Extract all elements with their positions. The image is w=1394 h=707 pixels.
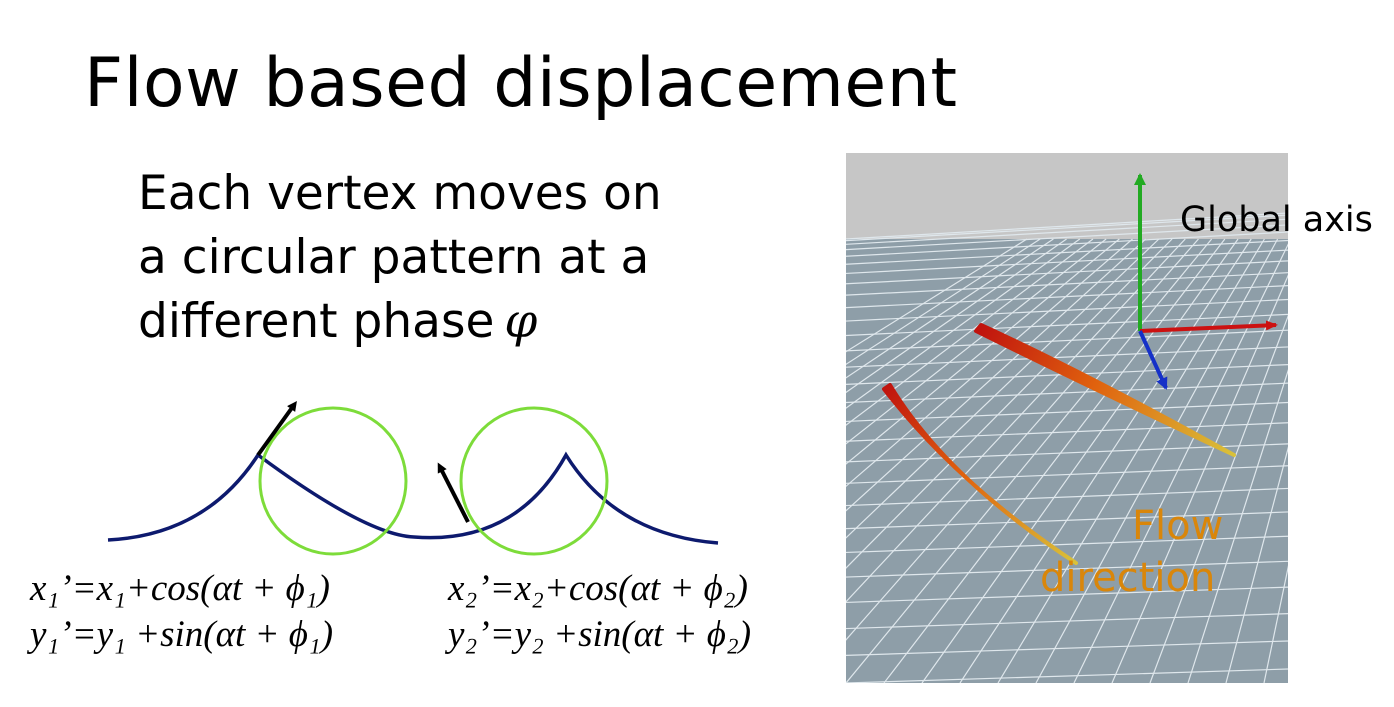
flow-label-line-1: Flow (1132, 503, 1224, 549)
bullet-line-3-text: different phase (138, 294, 495, 349)
vertex-circle-diagram (107, 400, 719, 556)
grid-line (846, 613, 1288, 630)
grid-line (846, 238, 1067, 394)
grid-line (846, 239, 1288, 265)
grid-line (846, 238, 1213, 683)
grid-line (846, 346, 1288, 368)
grid-line (846, 212, 1288, 240)
wave-curve (107, 451, 719, 545)
grid-line (846, 238, 1094, 426)
bullet-line-2: a circular pattern at a (138, 230, 650, 285)
grid-line (846, 260, 1288, 285)
grid-line (846, 218, 1288, 245)
grid-line (1263, 565, 1288, 683)
flow-direction-label: Flow direction (1040, 500, 1223, 604)
equation-x2: x₂’=x₂+cos(αt + ϕ₂) (448, 568, 748, 609)
slide-title: Flow based displacement (84, 44, 958, 123)
3d-render-view (846, 153, 1288, 683)
phi-symbol: φ (504, 294, 538, 349)
velocity-arrow-2 (437, 462, 470, 523)
bullet-line-1: Each vertex moves on (138, 166, 662, 221)
equation-vertex-1: x₁’=x₁+cos(αt + ϕ₁) y₁’=y₁ +sin(αt + ϕ₁) (30, 566, 333, 658)
grid-line (846, 238, 1160, 539)
grid-line (846, 586, 1288, 604)
grid-line (846, 238, 1186, 603)
grid-line (846, 284, 1288, 309)
bullet-line-3: different phase φ (138, 290, 662, 354)
grid-line (846, 329, 1288, 352)
grid-line (846, 238, 1147, 512)
grid-line (846, 238, 1054, 379)
global-axis-z (1138, 330, 1168, 390)
grid-line (846, 668, 1288, 683)
grid-line (1225, 446, 1288, 683)
grid-line (846, 382, 1288, 404)
grid-line (846, 465, 1288, 484)
ground-plane (846, 239, 1288, 683)
grid-line (846, 422, 1288, 442)
grid-line (846, 238, 1120, 465)
global-axis-label: Global axis (1180, 200, 1373, 240)
grid-line (846, 487, 1288, 507)
grid-line (921, 238, 1239, 683)
phase-circle-1 (258, 406, 408, 556)
phase-circle-2 (459, 406, 609, 556)
grid-line (846, 238, 1199, 641)
ground-grid (846, 212, 1288, 683)
grid-line (846, 238, 1028, 353)
grid-line (846, 560, 1288, 578)
grid-line (1111, 274, 1288, 683)
global-axis-x (1139, 320, 1278, 333)
grid-line (846, 249, 1288, 275)
grid-line (1035, 238, 1279, 683)
grid-line (846, 640, 1288, 657)
grid-line (846, 238, 1081, 409)
velocity-arrow-1 (256, 400, 297, 457)
grid-line (846, 535, 1288, 554)
grid-line (1187, 369, 1288, 683)
sky-backdrop (846, 153, 1288, 239)
grid-line (959, 238, 1252, 683)
grid-line (846, 272, 1288, 296)
flow-label-line-2: direction (1040, 555, 1216, 601)
hair-strand-1 (974, 323, 1236, 457)
grid-line (846, 238, 1107, 445)
grid-line (846, 401, 1288, 423)
hair-strand-2 (882, 383, 1078, 565)
equation-y2: y₂’=y₂ +sin(αt + ϕ₂) (448, 614, 752, 655)
grid-line (846, 214, 1288, 242)
grid-line (846, 313, 1288, 337)
bullet-text: Each vertex moves on a circular pattern … (138, 162, 662, 354)
equation-y1: y₁’=y₁ +sin(αt + ϕ₁) (30, 614, 334, 655)
grid-line (846, 238, 1041, 366)
grid-line (1149, 314, 1288, 683)
grid-line (883, 238, 1226, 683)
grid-line (1073, 243, 1288, 683)
grid-line (846, 231, 1288, 257)
grid-line (846, 224, 1288, 251)
grid-line (997, 238, 1265, 683)
equation-x1: x₁’=x₁+cos(αt + ϕ₁) (30, 568, 330, 609)
equation-vertex-2: x₂’=x₂+cos(αt + ϕ₂) y₂’=y₂ +sin(αt + ϕ₂) (448, 566, 751, 658)
grid-line (846, 238, 1133, 488)
